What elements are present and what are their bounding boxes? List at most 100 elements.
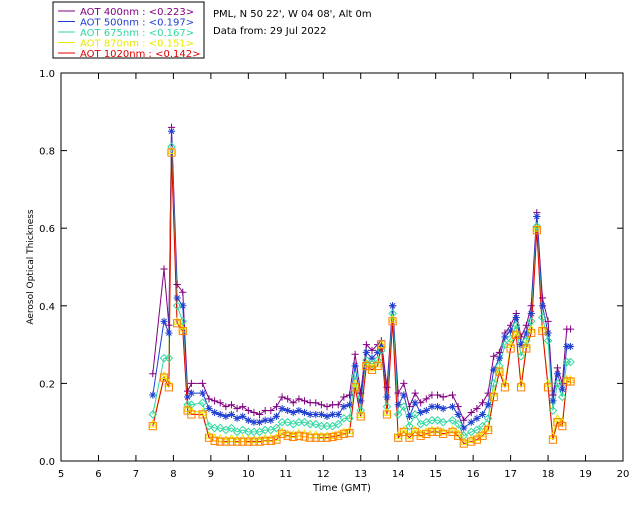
data-point	[537, 324, 547, 333]
data-point	[249, 437, 259, 446]
data-point	[333, 419, 343, 429]
data-point	[507, 327, 515, 335]
data-point	[532, 223, 542, 232]
data-point	[345, 428, 354, 438]
data-point	[538, 302, 547, 310]
data-point	[517, 341, 525, 349]
data-point	[149, 370, 157, 378]
data-point	[394, 401, 402, 409]
data-point	[483, 423, 493, 432]
data-point	[165, 329, 173, 337]
data-point	[361, 359, 371, 368]
x-tick-label: 14	[392, 469, 405, 480]
data-point	[467, 418, 475, 426]
data-point	[490, 352, 498, 360]
data-point	[376, 339, 386, 348]
data-point	[495, 354, 503, 362]
data-point	[322, 421, 332, 431]
data-point	[148, 421, 157, 431]
data-point	[428, 403, 436, 411]
data-point	[295, 395, 303, 403]
data-point	[294, 417, 304, 427]
data-point	[311, 419, 321, 429]
y-tick-label: 0.4	[39, 302, 55, 313]
data-point	[187, 410, 196, 419]
data-point	[473, 414, 481, 422]
data-point	[357, 397, 365, 405]
data-point	[164, 378, 174, 387]
data-point	[566, 342, 575, 351]
data-point	[317, 410, 325, 419]
data-point	[494, 365, 504, 374]
data-point	[233, 414, 241, 422]
data-point	[198, 398, 207, 408]
data-point	[544, 317, 552, 325]
series-layer	[148, 123, 575, 448]
data-point	[410, 410, 420, 419]
data-point	[345, 391, 354, 399]
data-point	[283, 417, 292, 427]
data-point	[199, 389, 207, 397]
data-point	[483, 414, 493, 423]
data-point	[340, 393, 348, 401]
data-point	[277, 429, 287, 438]
data-point	[339, 414, 349, 423]
data-point	[522, 321, 530, 329]
data-point	[278, 405, 286, 413]
data-point	[490, 366, 498, 374]
data-point	[198, 407, 208, 416]
data-point	[388, 302, 397, 310]
data-point	[460, 416, 468, 424]
data-point	[566, 357, 575, 367]
data-point	[284, 406, 292, 415]
data-point	[543, 336, 553, 346]
data-point	[521, 339, 531, 348]
data-point	[210, 423, 219, 433]
data-point	[427, 427, 437, 436]
x-tick-label: 18	[542, 469, 555, 480]
data-point	[388, 309, 397, 318]
y-tick-label: 1.0	[39, 69, 55, 80]
data-point	[300, 432, 309, 441]
data-point	[566, 377, 575, 386]
data-point	[261, 436, 270, 445]
data-point	[167, 127, 176, 135]
data-point	[448, 391, 457, 399]
plot-frame	[60, 72, 624, 462]
data-point	[399, 425, 409, 434]
data-point	[438, 417, 448, 427]
data-point	[312, 399, 320, 407]
x-tick-label: 9	[208, 469, 214, 480]
data-point	[489, 392, 498, 402]
data-point	[334, 410, 342, 419]
data-point	[289, 399, 297, 407]
data-point	[516, 378, 526, 387]
data-point	[300, 408, 309, 417]
data-point	[267, 416, 275, 424]
data-point	[165, 321, 173, 329]
data-point	[460, 424, 468, 432]
data-point	[204, 421, 214, 431]
data-point	[216, 410, 224, 419]
data-point	[368, 346, 376, 355]
data-point	[489, 388, 499, 397]
data-point	[238, 437, 247, 446]
data-point	[422, 395, 430, 403]
data-point	[362, 348, 370, 356]
data-point	[495, 367, 504, 376]
data-point	[439, 429, 448, 438]
data-point	[427, 415, 437, 425]
data-point	[289, 408, 297, 417]
data-point	[222, 403, 230, 411]
data-point	[558, 385, 566, 393]
data-point	[506, 344, 515, 353]
data-point	[399, 402, 409, 411]
data-point	[377, 340, 386, 349]
data-point	[522, 329, 530, 337]
data-point	[172, 301, 182, 311]
data-point	[160, 317, 168, 325]
data-point	[350, 378, 360, 387]
data-point	[500, 383, 510, 392]
data-point	[345, 414, 354, 423]
data-point	[239, 403, 247, 411]
